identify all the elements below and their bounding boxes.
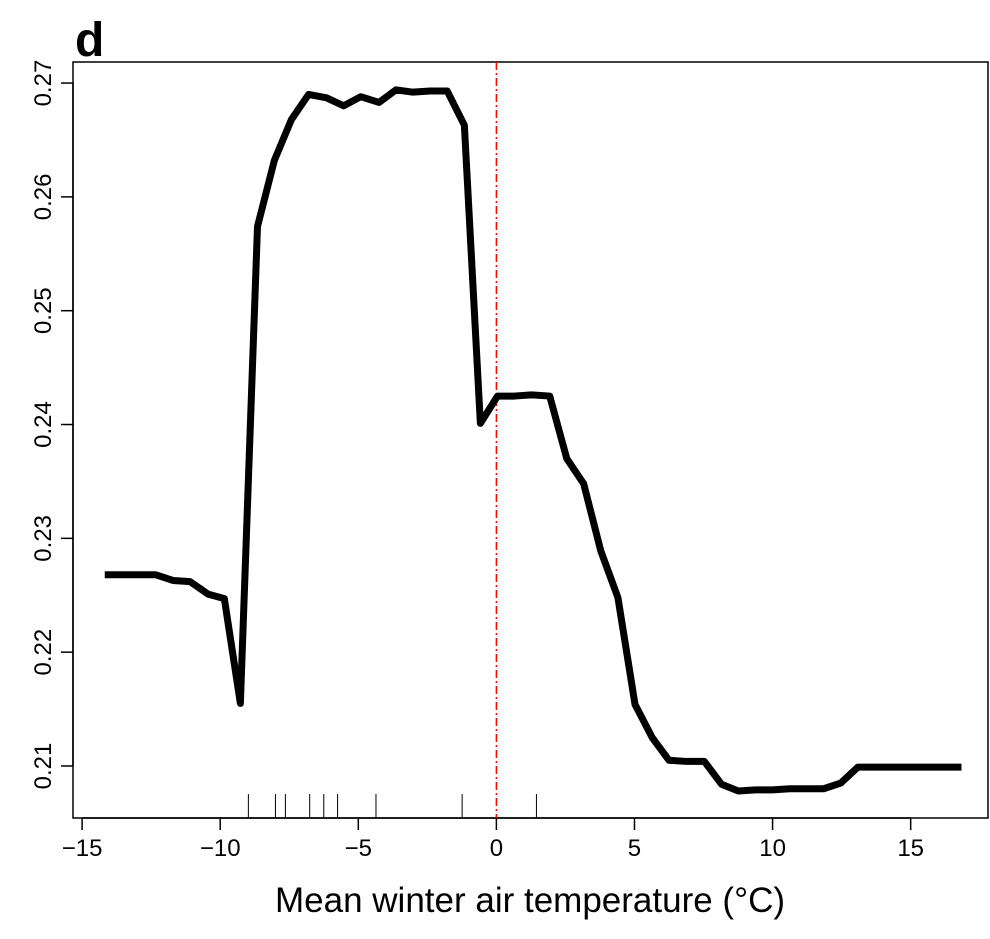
x-tick-label: 0: [490, 835, 503, 862]
plot-frame: [72, 61, 989, 819]
x-tick-label: −15: [62, 835, 103, 862]
y-tick-label: 0.24: [30, 401, 57, 448]
y-tick-label: 0.25: [30, 287, 57, 334]
x-tick-label: 15: [897, 835, 924, 862]
y-tick-label: 0.27: [30, 60, 57, 107]
x-tick-label: 10: [759, 835, 786, 862]
x-axis-label: Mean winter air temperature (°C): [275, 881, 785, 920]
x-tick-label: −10: [200, 835, 241, 862]
x-tick-label: −5: [345, 835, 372, 862]
x-tick-label: 5: [628, 835, 641, 862]
y-tick-label: 0.23: [30, 515, 57, 562]
y-tick-label: 0.26: [30, 174, 57, 221]
panel-label: d: [75, 14, 104, 67]
data-line: [104, 86, 962, 795]
y-tick-label: 0.21: [30, 743, 57, 790]
y-tick-label: 0.22: [30, 629, 57, 676]
